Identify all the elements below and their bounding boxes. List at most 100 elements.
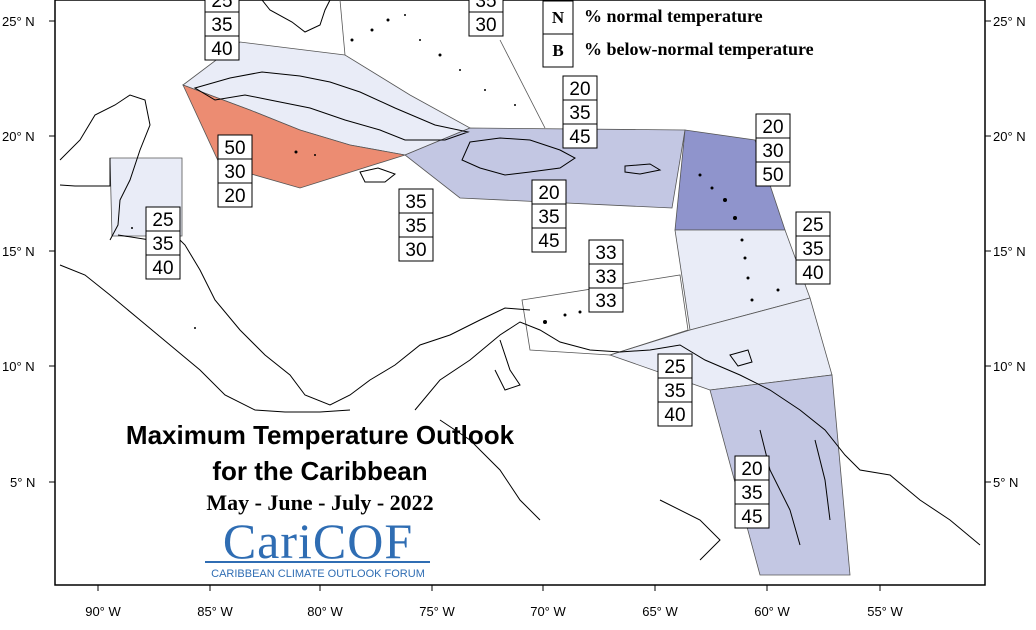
lon-ticks <box>97 585 881 591</box>
probability-box-abc-islands: 33 33 33 <box>588 239 624 313</box>
probability-value: 25 <box>211 0 232 12</box>
lon-label: 80° W <box>307 604 343 619</box>
probability-value: 30 <box>405 240 426 261</box>
probability-box-hispaniola-north: 20 35 45 <box>562 75 598 149</box>
jamaica-coast <box>359 167 397 183</box>
probability-value: 30 <box>475 15 496 36</box>
probability-value: 35 <box>211 15 232 36</box>
probability-box-cayman: 50 30 20 <box>217 134 253 208</box>
probability-cell <box>204 35 240 61</box>
probability-value: 30 <box>224 162 245 183</box>
legend: N % normal temperature B % below-normal … <box>542 0 814 68</box>
lat-label: 5° N <box>10 475 35 490</box>
probability-cell <box>795 259 831 285</box>
legend-key-n: N <box>552 8 565 27</box>
probability-cell <box>734 455 770 481</box>
lat-labels-right: 25° N 20° N 15° N 10° N 5° N <box>993 14 1026 490</box>
legend-label-b: % below-normal temperature <box>584 39 814 59</box>
probability-value: 33 <box>595 291 616 312</box>
probability-cell <box>657 377 693 403</box>
probability-box-leeward: 20 30 50 <box>755 113 791 187</box>
probability-value: 40 <box>211 39 232 60</box>
lat-label: 20° N <box>993 129 1026 144</box>
zone-bahamas-line <box>499 39 546 129</box>
lon-label: 70° W <box>530 604 566 619</box>
probability-cell <box>398 188 434 214</box>
probability-cell <box>217 182 253 208</box>
lon-label: 85° W <box>197 604 233 619</box>
central-america-pacific <box>59 264 351 413</box>
probability-box-hispaniola-south: 20 35 45 <box>531 179 567 253</box>
probability-value: 20 <box>538 183 559 204</box>
probability-cell <box>562 123 598 149</box>
probability-box-windward: 25 35 40 <box>795 211 831 285</box>
probability-value: 25 <box>152 210 173 231</box>
probability-cell <box>755 161 791 187</box>
lat-label: 25° N <box>2 14 35 29</box>
probability-cell <box>145 206 181 232</box>
lat-label: 15° N <box>2 244 35 259</box>
title-line-2: for the Caribbean <box>212 456 427 486</box>
lat-label: 25° N <box>993 14 1026 29</box>
probability-value: 35 <box>802 239 823 260</box>
lat-label: 15° N <box>993 244 1026 259</box>
probability-cell <box>657 401 693 427</box>
gulf-coast <box>59 158 111 187</box>
lat-label: 10° N <box>993 359 1026 374</box>
lon-label: 60° W <box>754 604 790 619</box>
probability-value: 50 <box>224 138 245 159</box>
probability-value: 40 <box>802 263 823 284</box>
inland-river <box>659 499 721 561</box>
zone-bahamas-line2 <box>339 0 346 56</box>
probability-value: 30 <box>762 141 783 162</box>
suriname-border <box>814 439 831 521</box>
lon-label: 75° W <box>419 604 455 619</box>
probability-cell <box>398 236 434 262</box>
zone-abc <box>521 274 689 356</box>
probability-cell <box>531 179 567 205</box>
probability-value: 20 <box>224 186 245 207</box>
lat-label: 10° N <box>2 359 35 374</box>
legend-label-n: % normal temperature <box>584 6 763 26</box>
florida-coast <box>261 0 331 33</box>
probability-cell <box>531 203 567 229</box>
lon-labels: 90° W 85° W 80° W 75° W 70° W 65° W 60° … <box>85 604 903 619</box>
probability-box-jamaica: 35 35 30 <box>398 188 434 262</box>
probability-cell <box>734 503 770 529</box>
central-america-coast <box>117 229 531 406</box>
probability-box-belize: 25 35 40 <box>145 206 181 280</box>
probability-cell <box>204 11 240 37</box>
probability-value: 35 <box>475 0 496 12</box>
venezuela-inland <box>494 339 521 391</box>
lon-label: 90° W <box>85 604 121 619</box>
lat-label: 20° N <box>2 129 35 144</box>
probability-value: 35 <box>569 103 590 124</box>
logo-text: CariCOF <box>223 513 413 569</box>
probability-value: 35 <box>405 192 426 213</box>
probability-cell <box>398 212 434 238</box>
probability-cell <box>145 254 181 280</box>
coastlines <box>59 0 981 561</box>
zone-hispaniola <box>404 127 686 209</box>
probability-cell <box>588 263 624 289</box>
lat-labels-left: 25° N 20° N 15° N 10° N 5° N <box>2 14 35 490</box>
probability-value: 45 <box>569 127 590 148</box>
probability-value: 33 <box>595 243 616 264</box>
guyana-border <box>759 429 801 546</box>
cuba-coast <box>193 71 470 141</box>
south-america-coast <box>414 321 981 546</box>
probability-cell <box>217 158 253 184</box>
probability-cell <box>755 113 791 139</box>
legend-key-b: B <box>552 41 563 60</box>
probability-value: 35 <box>741 483 762 504</box>
yucatan-coast <box>59 94 151 241</box>
probability-value: 45 <box>538 231 559 252</box>
lat-label: 5° N <box>993 475 1018 490</box>
probability-cell <box>795 211 831 237</box>
puerto-rico-coast <box>624 163 662 175</box>
probability-value: 20 <box>762 117 783 138</box>
